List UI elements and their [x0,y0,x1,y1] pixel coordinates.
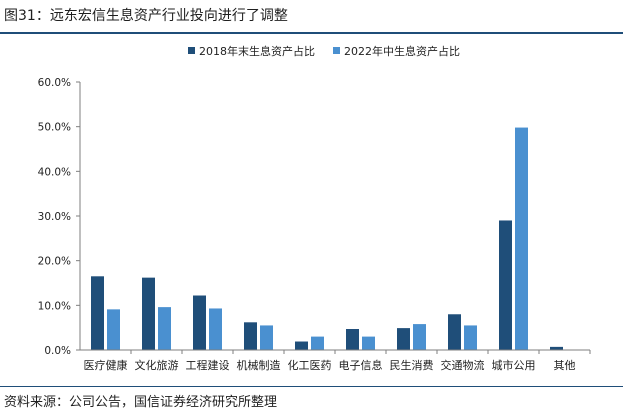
bar-2018-4 [244,322,257,350]
y-tick-label: 0.0% [44,345,71,357]
y-tick-label: 60.0% [38,77,71,89]
figure-title: 图31：远东宏信生息资产行业投向进行了调整 [4,8,288,24]
bar-2018-1 [91,276,104,350]
bar-2022-8 [464,325,477,350]
chart-legend: 2018年末生息资产占比 2022年中生息资产占比 [188,44,460,58]
x-tick-label: 其他 [554,359,576,372]
bar-2018-2 [142,277,155,350]
x-tick-label: 文化旅游 [135,358,179,372]
bar-chart: 2018年末生息资产占比 2022年中生息资产占比 0.0% 10.0% 20.0% 3… [38,44,591,372]
bar-2018-3 [193,295,206,350]
y-axis: 0.0% 10.0% 20.0% 30.0% 40.0% 50.0% 60.0% [38,77,81,357]
bar-2018-5 [295,341,308,350]
bar-2022-5 [311,336,324,350]
x-tick-label: 工程建设 [186,358,230,372]
x-axis: 医疗健康 文化旅游 工程建设 机械制造 化工医药 电子信息 民生消费 交通物流 城市公用 其他 [80,349,591,372]
title-divider [0,32,623,34]
bar-2022-6 [362,336,375,350]
bars-group [91,127,563,350]
bar-2022-1 [107,309,120,350]
x-tick-label: 化工医药 [288,358,332,372]
bar-2018-10 [550,346,563,350]
y-tick-label: 10.0% [38,300,71,312]
bar-2018-7 [397,328,410,350]
x-tick-label: 机械制造 [237,358,281,372]
bar-2018-9 [499,220,512,350]
bar-2022-2 [158,307,171,350]
bar-2022-3 [209,308,222,350]
x-tick-label: 交通物流 [441,358,485,372]
bar-2022-7 [413,324,426,350]
bar-2018-6 [346,329,359,350]
legend-swatch-1 [188,47,195,54]
bar-2022-4 [260,325,273,350]
source-note: 资料来源：公司公告，国信证券经济研究所整理 [4,395,278,410]
source-divider [0,386,623,387]
bar-2022-9 [515,127,528,350]
x-tick-label: 电子信息 [339,358,383,372]
x-tick-label: 医疗健康 [84,358,128,372]
y-tick-label: 50.0% [38,122,71,134]
y-tick-label: 20.0% [38,256,71,268]
y-tick-label: 30.0% [38,211,71,223]
legend-swatch-2 [333,47,340,54]
y-tick-label: 40.0% [38,166,71,178]
x-tick-label: 城市公用 [492,358,536,372]
bar-2018-8 [448,314,461,350]
legend-label-2: 2022年中生息资产占比 [344,44,460,58]
legend-label-1: 2018年末生息资产占比 [199,44,315,58]
x-tick-label: 民生消费 [390,358,434,372]
